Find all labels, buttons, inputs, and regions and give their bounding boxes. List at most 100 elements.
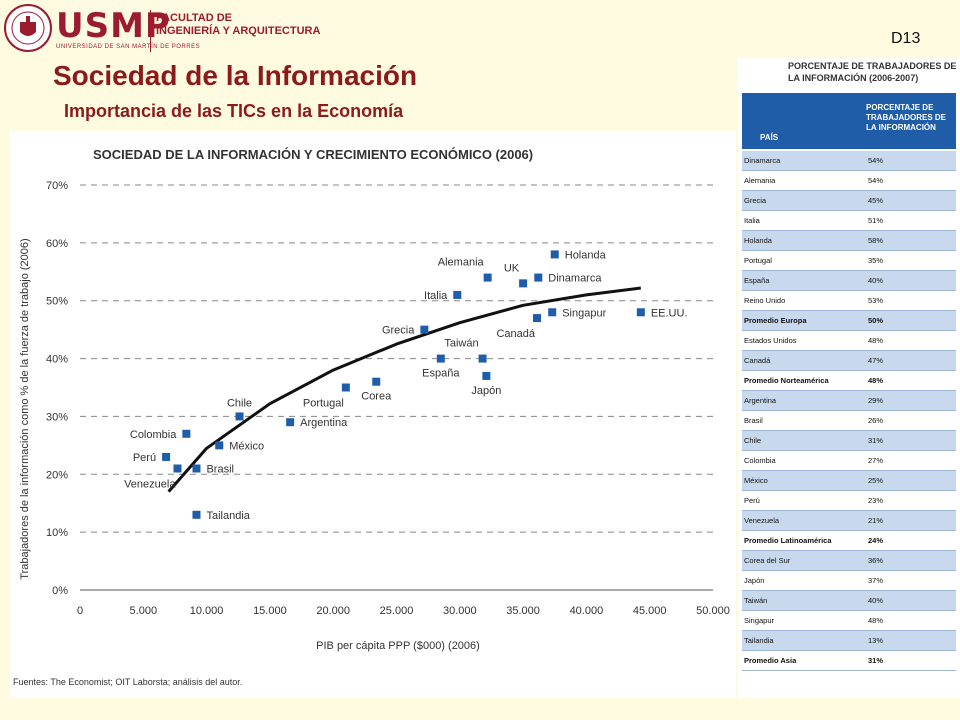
data-point-label: Alemania bbox=[438, 257, 485, 269]
data-point-label: Brasil bbox=[206, 464, 234, 476]
table-row: Italia 51% bbox=[742, 211, 956, 231]
y-tick-label: 10% bbox=[46, 527, 68, 539]
table-row: Venezuela 21% bbox=[742, 511, 956, 531]
data-point-label: España bbox=[422, 368, 460, 380]
data-point-marker bbox=[182, 429, 191, 438]
y-tick-label: 30% bbox=[46, 411, 68, 423]
table-cell-country: Japón bbox=[744, 576, 765, 585]
x-tick-label: 35.000 bbox=[506, 605, 540, 617]
table-row: Canadá 47% bbox=[742, 351, 956, 371]
table-row: Brasil 26% bbox=[742, 411, 956, 431]
data-point-label: Canadá bbox=[496, 328, 535, 340]
data-point-marker bbox=[436, 354, 445, 363]
table-row: Portugal 35% bbox=[742, 251, 956, 271]
table-cell-country: Brasil bbox=[744, 416, 763, 425]
table-cell-country: Grecia bbox=[744, 196, 767, 205]
data-point-label: Portugal bbox=[303, 398, 344, 410]
data-point-label: EE.UU. bbox=[651, 307, 688, 319]
y-tick-label: 70% bbox=[46, 180, 68, 192]
chart-panel: SOCIEDAD DE LA INFORMACIÓN Y CRECIMIENTO… bbox=[10, 131, 736, 698]
slide-code: D13 bbox=[891, 30, 921, 47]
table-cell-country: Alemania bbox=[744, 176, 776, 185]
table-cell-country: Promedio Latinoamérica bbox=[744, 536, 832, 545]
table-row: Grecia 45% bbox=[742, 191, 956, 211]
x-tick-label: 25.000 bbox=[380, 605, 414, 617]
table-cell-value: 54% bbox=[868, 176, 884, 185]
table-cell-country: Promedio Europa bbox=[744, 316, 807, 325]
logo-university-name: UNIVERSIDAD DE SAN MARTÍN DE PORRES bbox=[56, 44, 201, 50]
table-cell-value: 40% bbox=[868, 596, 884, 605]
table-cell-country: Holanda bbox=[744, 236, 772, 245]
table-cell-value: 31% bbox=[868, 436, 884, 445]
info-workers-table: PORCENTAJE DE TRABAJADORES DE LA INFORMA… bbox=[738, 58, 960, 698]
table-cell-country: España bbox=[744, 276, 770, 285]
data-point-label: México bbox=[229, 440, 264, 452]
table-cell-value: 58% bbox=[868, 236, 884, 245]
data-point-marker bbox=[341, 383, 350, 392]
table-row: Dinamarca 54% bbox=[742, 151, 956, 171]
table-title: PORCENTAJE DE TRABAJADORES DE LA INFORMA… bbox=[788, 61, 957, 83]
faculty-line-1: FACULTAD DE bbox=[156, 12, 232, 24]
x-tick-label: 45.000 bbox=[633, 605, 667, 617]
table-header: PAÍS PORCENTAJE DE TRABAJADORES DE LA IN… bbox=[742, 93, 956, 149]
table-cell-value: 51% bbox=[868, 216, 884, 225]
table-cell-country: México bbox=[744, 476, 768, 485]
y-tick-label: 20% bbox=[46, 469, 68, 481]
data-point-marker bbox=[478, 354, 487, 363]
table-row: Corea del Sur 36% bbox=[742, 551, 956, 571]
table-row: Promedio Asia 31% bbox=[742, 651, 956, 671]
data-point-label: Colombia bbox=[130, 429, 177, 441]
table-cell-country: Italia bbox=[744, 216, 760, 225]
table-cell-value: 26% bbox=[868, 416, 884, 425]
data-point-marker bbox=[420, 325, 429, 334]
table-row: Holanda 58% bbox=[742, 231, 956, 251]
table-cell-country: Corea del Sur bbox=[744, 556, 791, 565]
table-cell-country: Promedio Norteamérica bbox=[744, 376, 829, 385]
university-seal-icon bbox=[4, 4, 52, 52]
data-point-label: Corea bbox=[361, 391, 392, 403]
data-point-label: Italia bbox=[424, 290, 448, 302]
data-point-label: Singapur bbox=[562, 307, 606, 319]
table-cell-country: Venezuela bbox=[744, 516, 780, 525]
table-header-percentage: PORCENTAJE DE TRABAJADORES DE LA INFORMA… bbox=[866, 103, 947, 132]
data-point-marker bbox=[534, 273, 543, 282]
table-row: Perú 23% bbox=[742, 491, 956, 511]
table-row: México 25% bbox=[742, 471, 956, 491]
data-point-label: Tailandia bbox=[206, 510, 250, 522]
x-tick-label: 5.000 bbox=[130, 605, 158, 617]
table-row: Alemania 54% bbox=[742, 171, 956, 191]
slide-subtitle: Importancia de las TICs en la Economía bbox=[64, 101, 404, 121]
table-row: Promedio Europa 50% bbox=[742, 311, 956, 331]
table-cell-value: 25% bbox=[868, 476, 884, 485]
table-cell-value: 48% bbox=[868, 616, 884, 625]
table-row: Japón 37% bbox=[742, 571, 956, 591]
data-point-marker bbox=[173, 464, 182, 473]
table-cell-value: 21% bbox=[868, 516, 884, 525]
table-cell-country: Colombia bbox=[744, 456, 776, 465]
slide-title: Sociedad de la Información bbox=[53, 60, 418, 91]
table-cell-value: 23% bbox=[868, 496, 884, 505]
data-point-label: Venezuela bbox=[124, 479, 176, 491]
table-cell-country: Canadá bbox=[744, 356, 771, 365]
data-point-label: Grecia bbox=[382, 325, 415, 337]
table-cell-value: 50% bbox=[868, 316, 884, 325]
table-cell-country: Singapur bbox=[744, 616, 775, 625]
x-tick-label: 15.000 bbox=[253, 605, 287, 617]
table-cell-value: 35% bbox=[868, 256, 884, 265]
table-row: Estados Unidos 48% bbox=[742, 331, 956, 351]
faculty-name: FACULTAD DE INGENIERÍA Y ARQUITECTURA bbox=[156, 12, 320, 38]
table-row: Tailandia 13% bbox=[742, 631, 956, 651]
table-row: España 40% bbox=[742, 271, 956, 291]
table-cell-value: 27% bbox=[868, 456, 884, 465]
y-tick-label: 40% bbox=[46, 354, 68, 366]
data-point-label: Argentina bbox=[300, 417, 348, 429]
data-point-marker bbox=[235, 412, 244, 421]
data-point-label: Chile bbox=[227, 397, 252, 409]
table-body: Dinamarca 54% Alemania 54% Grecia 45% Italia 51… bbox=[742, 151, 956, 671]
data-point-label: Perú bbox=[133, 452, 156, 464]
table-cell-value: 13% bbox=[868, 636, 884, 645]
table-cell-country: Taiwán bbox=[744, 596, 768, 605]
table-cell-value: 45% bbox=[868, 196, 884, 205]
data-point-marker bbox=[192, 510, 201, 519]
data-point-marker bbox=[548, 308, 557, 317]
